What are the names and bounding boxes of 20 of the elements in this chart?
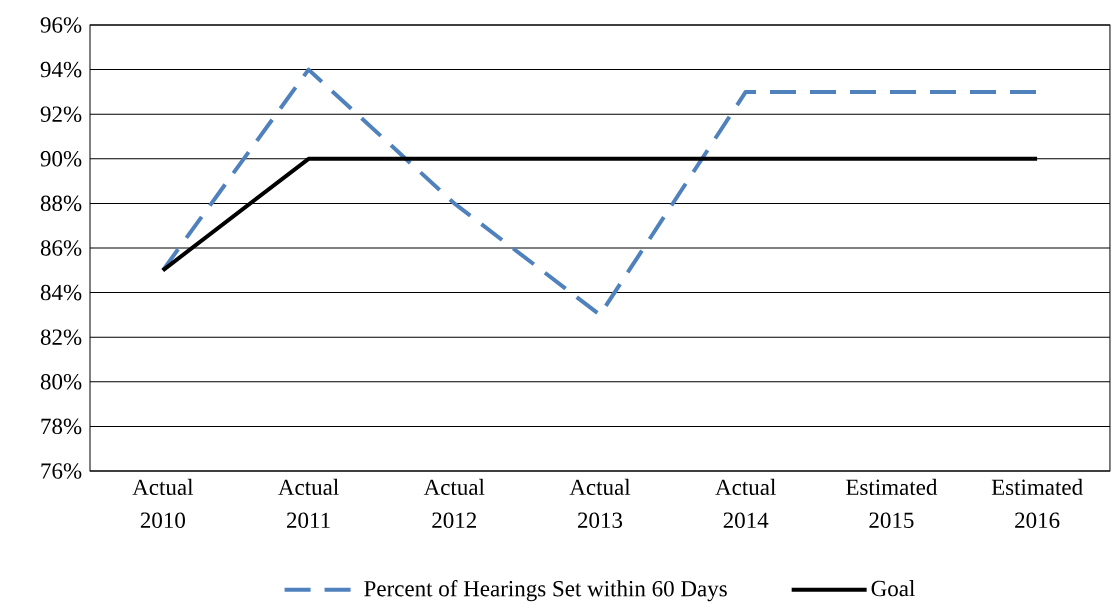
x-tick-label: Actual 2013 — [569, 478, 631, 529]
y-tick-label: 90% — [40, 150, 82, 167]
y-tick-label: 94% — [40, 61, 82, 78]
x-tick-label: Actual 2014 — [715, 478, 776, 529]
y-tick-label: 82% — [40, 329, 82, 345]
y-tick-label: 76% — [41, 463, 82, 479]
y-tick-label: 80% — [40, 373, 82, 390]
y-tick-label: 88% — [40, 195, 82, 212]
x-tick-label: Actual 2011 — [278, 478, 339, 529]
y-tick-label: 86% — [40, 240, 82, 256]
x-tick-label: Actual 2012 — [423, 478, 485, 529]
x-tick-label: Estimated 2016 — [991, 478, 1083, 529]
legend-label: Goal — [871, 580, 915, 597]
y-tick-label: 78% — [41, 418, 82, 435]
y-tick-label: 84% — [40, 284, 82, 301]
legend-label: Percent of Hearings Set within 60 Days — [364, 580, 727, 602]
y-tick-label: 96% — [40, 17, 82, 33]
x-tick-label: Actual 2010 — [132, 478, 194, 529]
x-tick-label: Estimated 2015 — [846, 478, 938, 529]
y-tick-label: 92% — [40, 106, 82, 122]
